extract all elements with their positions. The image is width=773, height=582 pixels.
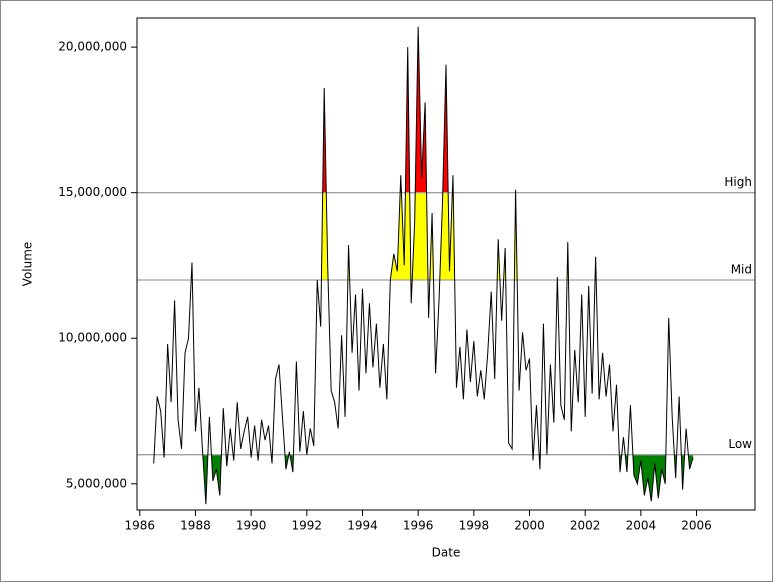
x-tick-label: 2000 xyxy=(514,519,545,533)
volume-line xyxy=(153,26,694,505)
x-axis-label: Date xyxy=(432,546,461,560)
reference-label: High xyxy=(724,175,752,189)
reference-label: Mid xyxy=(731,263,752,277)
x-tick-label: 1996 xyxy=(403,519,434,533)
y-tick-label: 20,000,000 xyxy=(58,40,127,54)
y-tick-label: 15,000,000 xyxy=(58,185,127,199)
x-tick-label: 1986 xyxy=(125,519,156,533)
x-tick-label: 2006 xyxy=(681,519,712,533)
x-tick-label: 1994 xyxy=(347,519,378,533)
x-tick-label: 1988 xyxy=(180,519,211,533)
x-tick-label: 1990 xyxy=(236,519,267,533)
y-axis-label: Volume xyxy=(21,242,35,287)
reference-label: Low xyxy=(728,437,752,451)
x-tick-label: 1992 xyxy=(292,519,323,533)
high-fill xyxy=(322,26,516,193)
plot-frame xyxy=(136,17,756,511)
x-tick-label: 2002 xyxy=(570,519,601,533)
y-tick-label: 5,000,000 xyxy=(66,476,127,490)
x-tick-label: 2004 xyxy=(626,519,657,533)
x-tick-label: 1998 xyxy=(459,519,490,533)
y-tick-label: 10,000,000 xyxy=(58,331,127,345)
